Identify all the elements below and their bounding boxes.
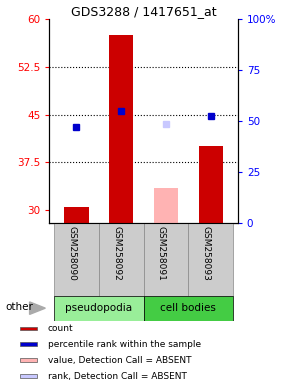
Bar: [64, 207, 88, 223]
Title: GDS3288 / 1417651_at: GDS3288 / 1417651_at: [71, 5, 216, 18]
Text: rank, Detection Call = ABSENT: rank, Detection Call = ABSENT: [48, 372, 186, 381]
Bar: [188, 223, 233, 296]
Text: GSM258090: GSM258090: [67, 227, 76, 281]
Bar: [199, 146, 223, 223]
Text: pseudopodia: pseudopodia: [65, 303, 132, 313]
Bar: [54, 296, 144, 321]
Text: GSM258092: GSM258092: [112, 227, 121, 281]
Text: other: other: [5, 302, 33, 312]
Text: GSM258091: GSM258091: [157, 227, 166, 281]
Bar: [20, 343, 37, 346]
Bar: [144, 296, 233, 321]
Text: count: count: [48, 324, 73, 333]
Bar: [20, 327, 37, 331]
Bar: [20, 358, 37, 362]
Text: percentile rank within the sample: percentile rank within the sample: [48, 340, 201, 349]
Bar: [109, 35, 133, 223]
Bar: [20, 374, 37, 378]
Polygon shape: [30, 302, 45, 314]
Text: value, Detection Call = ABSENT: value, Detection Call = ABSENT: [48, 356, 191, 365]
Bar: [54, 223, 99, 296]
Bar: [144, 223, 189, 296]
Bar: [154, 188, 178, 223]
Bar: [99, 223, 144, 296]
Text: cell bodies: cell bodies: [160, 303, 216, 313]
Text: GSM258093: GSM258093: [202, 227, 211, 281]
